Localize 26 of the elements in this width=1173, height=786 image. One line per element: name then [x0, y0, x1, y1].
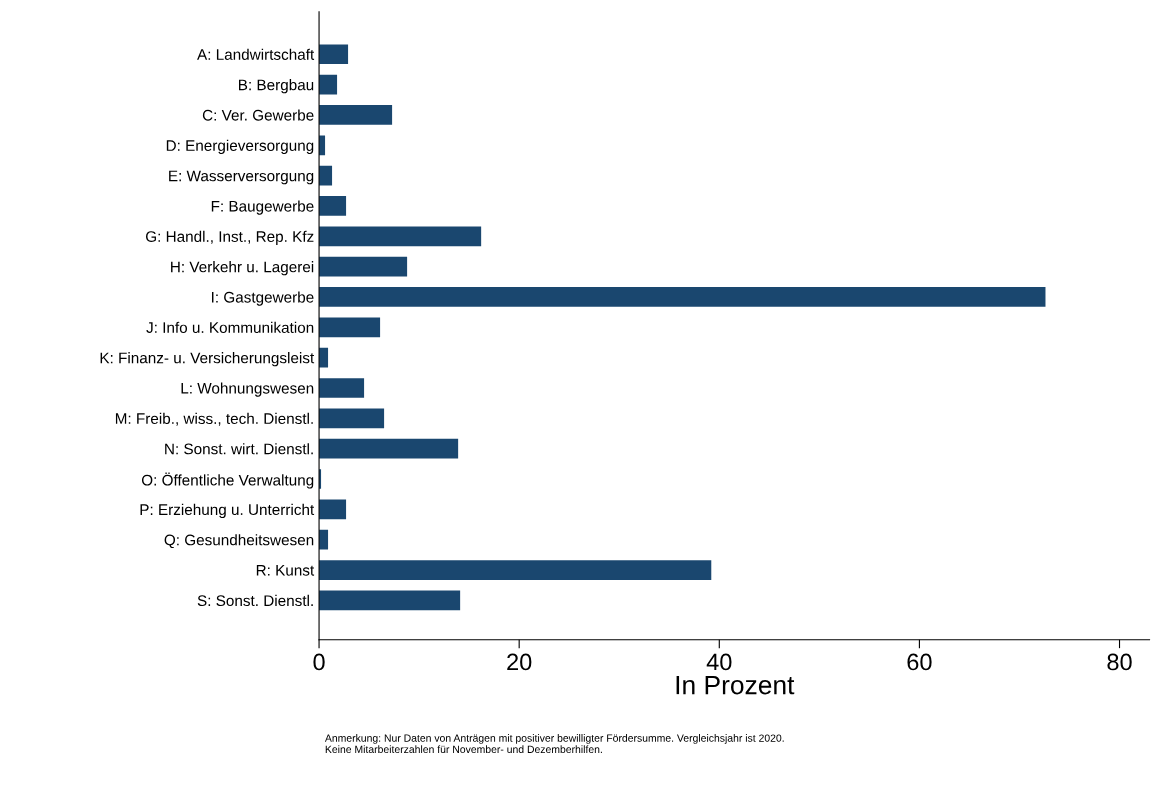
y-tick-label: B: Bergbau	[239, 79, 314, 94]
x-tick-label: 0	[313, 653, 325, 671]
text: Anmerkung: Nur Daten von Anträgen mit positiver bewilligter Fördersumme. Vergleichsjahr ist 2020. Keine Mitarbeiterzahlen für November- und Dezemberhilfen.	[324, 734, 784, 753]
y-tick-label: D: Energieversorgung	[166, 139, 314, 154]
x-tick-label: 40	[706, 653, 732, 671]
y-tick-label: G: Handl., Inst., Rep. Kfz	[146, 230, 314, 245]
y-tick-label: Q: Gesundheitswesen	[164, 534, 314, 549]
y-tick-label: E: Wasserversorgung	[169, 170, 314, 185]
x-tick-label: 80	[1107, 653, 1132, 671]
y-tick-label: L: Wohnungswesen	[181, 382, 314, 397]
x-axis-title: In Prozent	[676, 675, 795, 695]
y-tick-label: M: Freib., wiss., tech. Dienstl.	[115, 412, 313, 426]
y-tick-label: H: Verkehr u. Lagerei	[171, 261, 314, 276]
y-tick-label: F: Baugewerbe	[211, 200, 314, 215]
x-tick-label: 60	[907, 653, 932, 671]
y-tick-label: A: Landwirtschaft	[197, 48, 315, 60]
y-tick-label: S: Sonst. Dienstl.	[197, 594, 313, 607]
y-tick-label: J: Info u. Kommunikation	[146, 321, 314, 333]
y-tick-label: N: Sonst. wirt. Dienstl.	[165, 443, 313, 455]
y-tick-label: I: Gastgewerbe	[212, 291, 314, 306]
y-tick-label: R: Kunst	[256, 565, 315, 576]
y-tick-label: P: Erziehung u. Unterricht	[140, 503, 315, 519]
y-tick-label: K: Finanz- u. Versicherungsleist	[100, 352, 315, 367]
y-tick-label: C: Ver. Gewerbe	[202, 109, 314, 121]
y-tick-label: O: Öffentliche Verwaltung	[141, 472, 314, 489]
x-tick-label: 20	[507, 653, 532, 671]
